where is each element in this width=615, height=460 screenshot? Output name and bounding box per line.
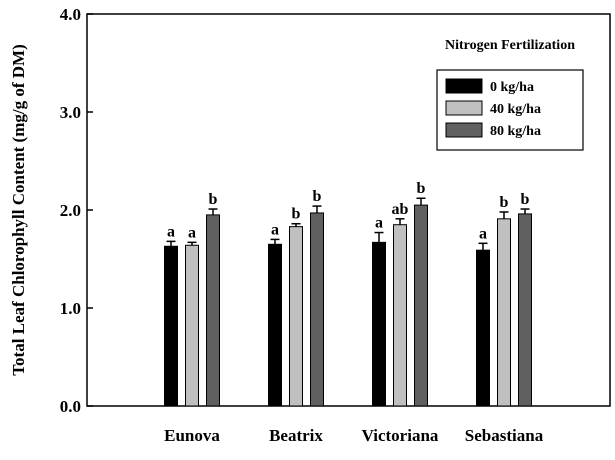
significance-label: b: [417, 180, 426, 197]
bar: [476, 249, 490, 407]
significance-label: a: [167, 223, 175, 240]
y-tick-label: 4.0: [60, 5, 81, 24]
bar: [310, 212, 324, 407]
bar: [372, 241, 386, 407]
legend: Nitrogen Fertilization 0 kg/ha 40 kg/ha 80 …: [436, 38, 584, 151]
bar: [414, 204, 428, 407]
significance-label: b: [313, 188, 322, 205]
y-tick-label: 3.0: [60, 103, 81, 122]
y-tick-label: 2.0: [60, 201, 81, 220]
significance-label: b: [500, 194, 509, 211]
category-label: Victoriana: [362, 426, 439, 445]
bar: [268, 243, 282, 407]
legend-label: 40 kg/ha: [490, 102, 541, 117]
y-axis-label: Total Leaf Chlorophyll Content (mg/g of …: [9, 44, 28, 376]
significance-label: a: [479, 225, 487, 242]
legend-title: Nitrogen Fertilization: [445, 38, 575, 53]
significance-label: a: [271, 221, 279, 238]
bar: [289, 226, 303, 407]
bar: [206, 214, 220, 407]
legend-swatch: [445, 100, 483, 116]
significance-label: a: [188, 224, 196, 241]
legend-swatch: [445, 122, 483, 138]
y-tick-label: 0.0: [60, 397, 81, 416]
category-label: Sebastiana: [465, 426, 544, 445]
bar: [393, 224, 407, 407]
bar: [185, 244, 199, 407]
significance-label: b: [209, 191, 218, 208]
legend-label: 80 kg/ha: [490, 124, 541, 139]
significance-label: a: [375, 215, 383, 232]
y-tick-label: 1.0: [60, 299, 81, 318]
significance-label: b: [521, 191, 530, 208]
bar: [497, 218, 511, 407]
bar: [518, 213, 532, 407]
legend-swatch: [445, 78, 483, 94]
bar: [164, 245, 178, 407]
legend-label: 0 kg/ha: [490, 80, 534, 95]
category-label: Eunova: [164, 426, 220, 445]
significance-label: b: [292, 206, 301, 223]
category-label: Beatrix: [269, 426, 323, 445]
significance-label: ab: [392, 201, 409, 218]
